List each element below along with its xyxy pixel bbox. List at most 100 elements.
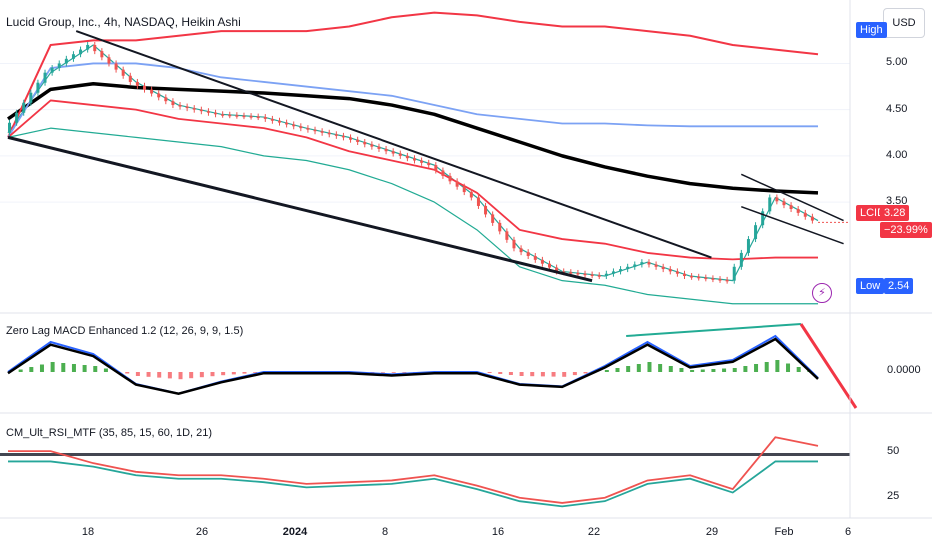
trendline-lower: [7, 135, 593, 283]
macd-histogram-bar: [82, 365, 87, 372]
macd-histogram-bar: [381, 372, 386, 373]
macd-histogram-bar: [679, 368, 684, 372]
candle-body: [143, 85, 146, 90]
macd-histogram-bar: [178, 372, 183, 380]
trendline-channel-bottom: [741, 206, 844, 245]
candle-body: [548, 263, 551, 268]
time-tick-label: 6: [844, 526, 852, 538]
candle-body: [86, 44, 90, 50]
price-tick-label: 3.50: [886, 195, 908, 208]
candle-body: [313, 129, 317, 132]
candle-body: [306, 128, 310, 130]
candle-body: [718, 279, 722, 281]
rsi-tick-50: 50: [887, 445, 900, 457]
candle-body: [8, 122, 11, 133]
candle-body: [441, 170, 445, 176]
candle-body: [29, 92, 33, 103]
candle-body: [761, 211, 765, 226]
macd-histogram-bar: [700, 369, 705, 372]
candle-body: [526, 252, 530, 257]
candle-body: [100, 51, 104, 58]
macd-histogram-bar: [775, 360, 780, 372]
macd-histogram-bar: [199, 372, 204, 378]
candle-body: [93, 44, 97, 52]
macd-histogram-bar: [722, 368, 727, 372]
candle-body: [697, 276, 701, 279]
candle-body: [278, 120, 281, 123]
price-tick-label: 5.00: [886, 56, 908, 69]
candle-body: [334, 134, 338, 136]
rsi-signal-line: [8, 460, 818, 508]
candle-body: [498, 222, 502, 232]
candle-body: [683, 273, 686, 277]
macd-histogram-bar: [530, 372, 535, 377]
last-price-badge: 3.28: [880, 205, 910, 221]
candle-body: [270, 118, 274, 121]
candle-body: [235, 115, 239, 117]
candle-body: [611, 271, 615, 274]
rsi-tick-25: 25: [887, 490, 900, 502]
upper-band-line: [7, 11, 819, 138]
macd-histogram-bar: [93, 366, 98, 372]
candle-body: [135, 81, 139, 86]
candle-body: [121, 69, 125, 76]
candle-body: [206, 111, 210, 113]
candle-body: [413, 158, 416, 161]
candle-body: [405, 155, 409, 159]
candle-body: [647, 262, 651, 265]
macd-histogram-bar: [572, 372, 577, 376]
candle-body: [576, 272, 580, 275]
macd-histogram-bar: [604, 370, 609, 372]
macd-histogram-bar: [50, 362, 55, 372]
candle-body: [22, 102, 26, 113]
candle-body: [221, 114, 225, 116]
candle-body: [540, 259, 544, 264]
low-value-badge: 2.54: [884, 278, 914, 294]
macd-histogram-bar: [157, 372, 162, 378]
rsi-title[interactable]: CM_Ult_RSI_MTF (35, 85, 15, 60, 1D, 21): [6, 427, 213, 439]
macd-histogram-bar: [39, 364, 44, 372]
candle-body: [320, 131, 324, 133]
candle-body: [114, 63, 118, 70]
macd-histogram-bar: [615, 368, 620, 372]
macd-histogram-bar: [658, 364, 663, 372]
candle-body: [363, 142, 367, 145]
candle-body: [199, 109, 203, 112]
outer-band-line: [7, 127, 818, 305]
candle-body: [263, 117, 267, 119]
candle-body: [619, 269, 623, 272]
macd-title[interactable]: Zero Lag MACD Enhanced 1.2 (12, 26, 9, 9…: [6, 325, 244, 337]
macd-histogram-bar: [690, 370, 695, 372]
time-tick-label: 8: [381, 526, 389, 538]
macd-histogram-bar: [540, 372, 545, 377]
candle-body: [810, 216, 814, 221]
macd-histogram-bar: [583, 372, 588, 374]
ticker-badge: LCID: [856, 205, 885, 221]
candle-body: [214, 112, 218, 115]
currency-button[interactable]: USD: [883, 8, 925, 38]
candle-body: [420, 160, 424, 163]
candle-body: [64, 58, 68, 64]
trendline-upper: [75, 30, 712, 259]
lightning-icon[interactable]: ⚡: [812, 283, 832, 303]
candle-body: [427, 162, 431, 166]
macd-histogram-bar: [167, 372, 172, 379]
candle-body: [384, 148, 388, 152]
macd-line: [7, 337, 819, 396]
lower-band-line: [7, 99, 818, 261]
candle-body: [476, 197, 480, 206]
price-pane: [7, 11, 850, 305]
change-pct-badge: −23.99%: [880, 222, 932, 238]
macd-histogram-bar: [626, 366, 631, 372]
time-tick-label: 22: [587, 526, 601, 538]
macd-histogram-bar: [743, 366, 748, 372]
candle-body: [633, 264, 637, 267]
symbol-title[interactable]: Lucid Group, Inc., 4h, NASDAQ, Heikin As…: [6, 15, 241, 29]
candle-body: [327, 132, 331, 135]
macd-histogram-bar: [786, 363, 791, 372]
macd-histogram-bar: [711, 369, 716, 372]
trendline-channel-top: [740, 173, 844, 222]
candle-body: [555, 267, 559, 272]
